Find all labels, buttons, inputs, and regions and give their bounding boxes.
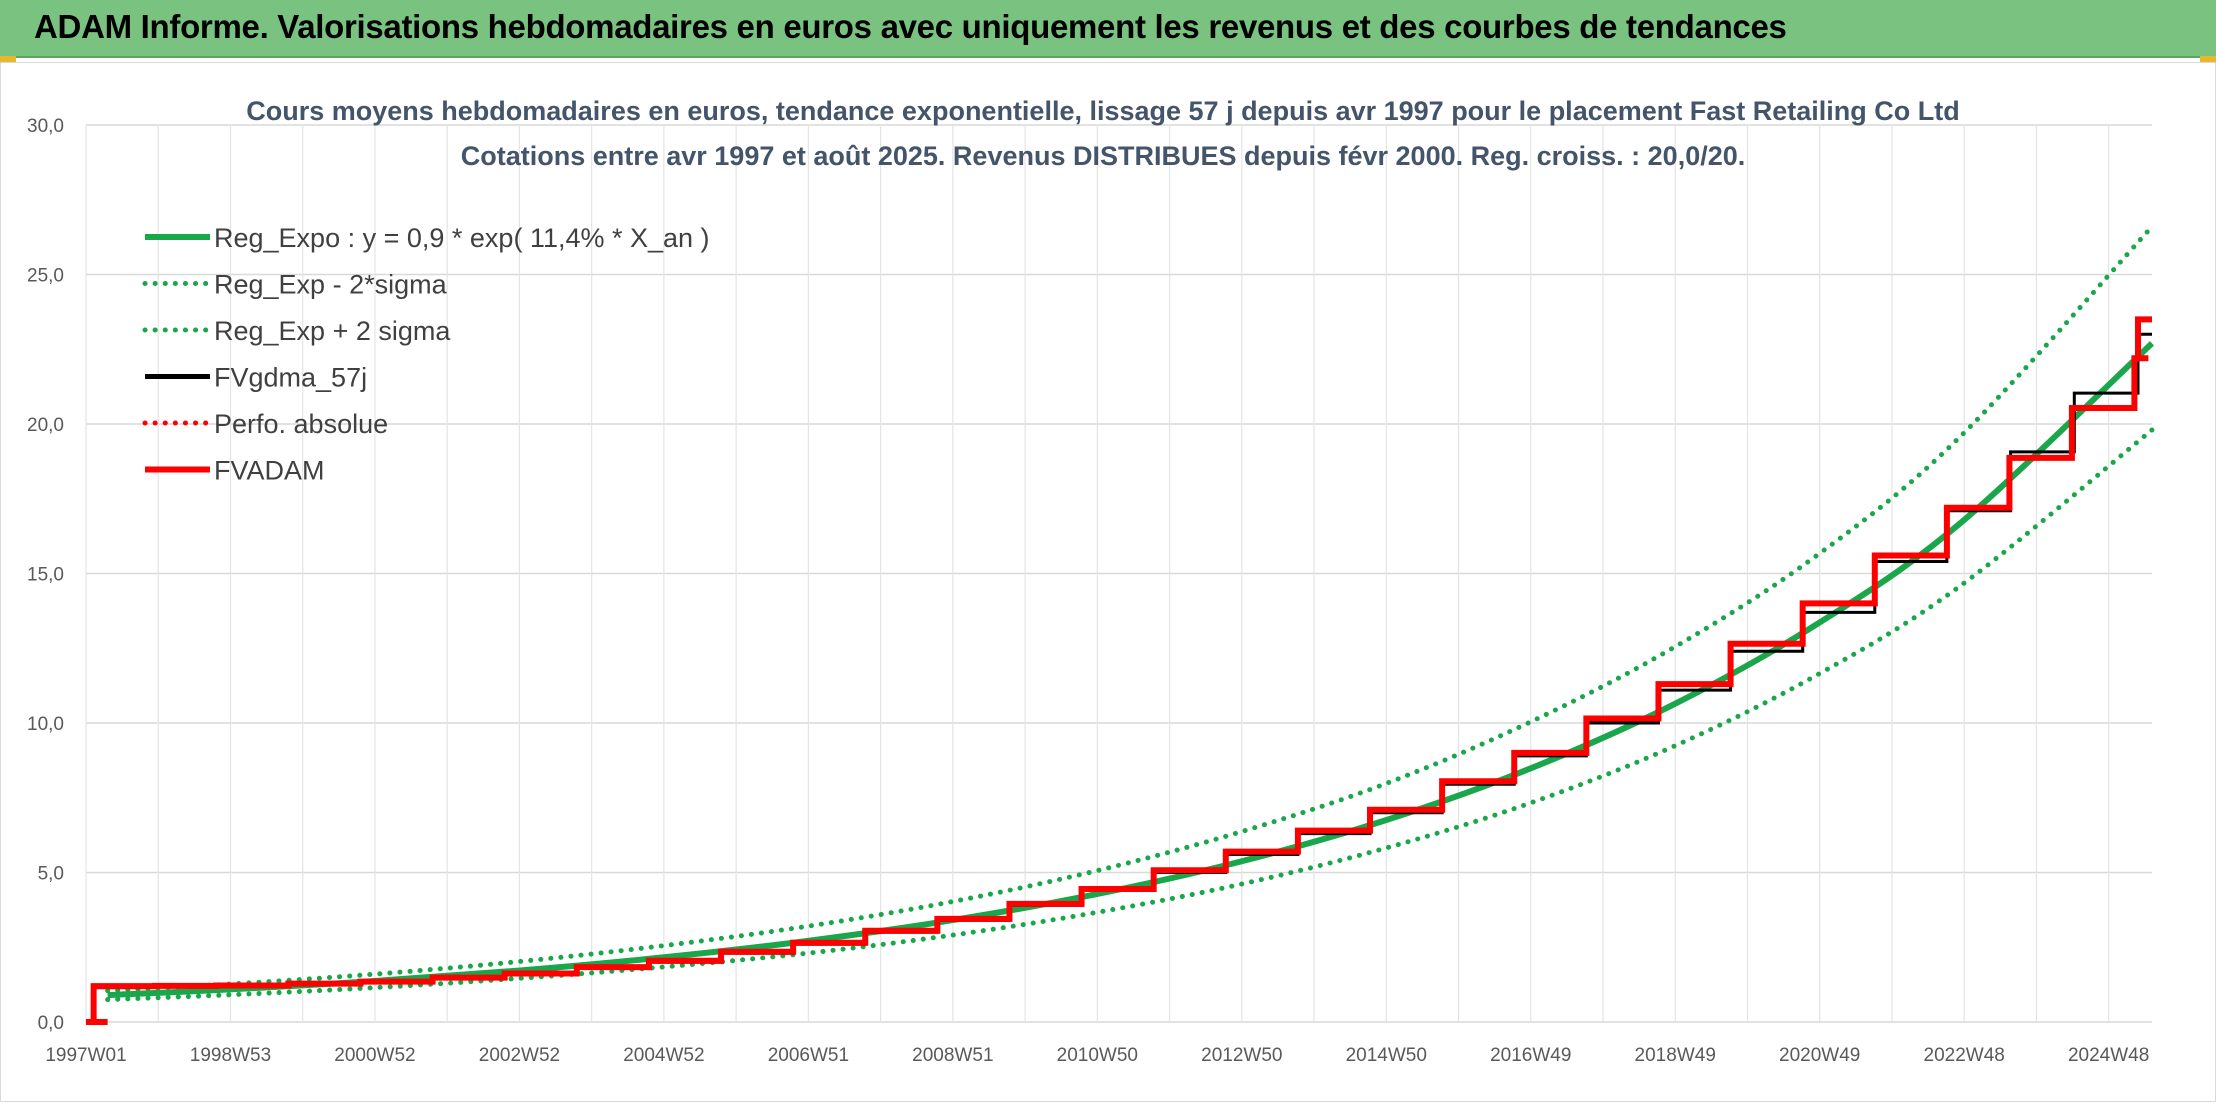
x-tick-label: 1998W53 — [190, 1045, 271, 1066]
x-tick-label: 2000W52 — [334, 1045, 415, 1066]
x-tick-label: 2008W51 — [912, 1045, 993, 1066]
series-layer — [86, 224, 2155, 1025]
x-axis: 1997W01 1998W53 2000W52 2002W52 2004W52 2006W… — [45, 1045, 2149, 1066]
y-tick-label: 30,0 — [27, 116, 64, 137]
y-tick-label: 15,0 — [27, 565, 64, 586]
legend-label: Perfo. absolue — [214, 409, 388, 439]
series-line-1 — [105, 427, 2155, 1003]
x-tick-label: 2006W51 — [768, 1045, 849, 1066]
x-tick-label: 2024W48 — [2068, 1045, 2149, 1066]
header-bar: ADAM Informe. Valorisations hebdomadaire… — [0, 0, 2216, 58]
series-line-2 — [105, 224, 2155, 994]
x-tick-label: 2020W49 — [1779, 1045, 1860, 1066]
x-tick-label: 2016W49 — [1490, 1045, 1571, 1066]
y-tick-label: 0,0 — [38, 1013, 64, 1034]
x-tick-label: 2004W52 — [623, 1045, 704, 1066]
legend-label: FVADAM — [214, 456, 325, 486]
legend-label: Reg_Exp + 2 sigma — [214, 316, 451, 346]
series-line-0 — [107, 341, 2155, 999]
chart-title: Cours moyens hebdomadaires en euros, ten… — [246, 96, 1960, 126]
legend: Reg_Expo : y = 0,9 * exp( 11,4% * X_an )… — [142, 223, 710, 486]
x-tick-label: 2014W50 — [1346, 1045, 1427, 1066]
x-tick-label: 1997W01 — [45, 1045, 126, 1066]
legend-label: Reg_Exp - 2*sigma — [214, 270, 448, 300]
x-tick-label: 2010W50 — [1057, 1045, 1138, 1066]
y-axis: 0,0 5,0 10,0 15,0 20,0 25,0 30,0 — [27, 116, 64, 1034]
page-title: ADAM Informe. Valorisations hebdomadaire… — [34, 8, 1787, 45]
legend-label: FVgdma_57j — [214, 363, 367, 393]
x-tick-label: 2002W52 — [479, 1045, 560, 1066]
x-tick-label: 2022W48 — [1924, 1045, 2005, 1066]
corner-mark-left — [0, 56, 16, 62]
series-line-3 — [86, 332, 2152, 1024]
series-line-5 — [86, 316, 2152, 1025]
corner-mark-right — [2200, 56, 2216, 62]
chart-subtitle: Cotations entre avr 1997 et août 2025. R… — [461, 141, 1746, 171]
grid — [85, 124, 2152, 1023]
y-tick-label: 20,0 — [27, 415, 64, 436]
y-tick-label: 5,0 — [38, 864, 64, 885]
y-tick-label: 10,0 — [27, 714, 64, 735]
x-tick-label: 2018W49 — [1635, 1045, 1716, 1066]
legend-label: Reg_Expo : y = 0,9 * exp( 11,4% * X_an ) — [214, 223, 710, 253]
x-tick-label: 2012W50 — [1201, 1045, 1282, 1066]
y-tick-label: 25,0 — [27, 266, 64, 287]
